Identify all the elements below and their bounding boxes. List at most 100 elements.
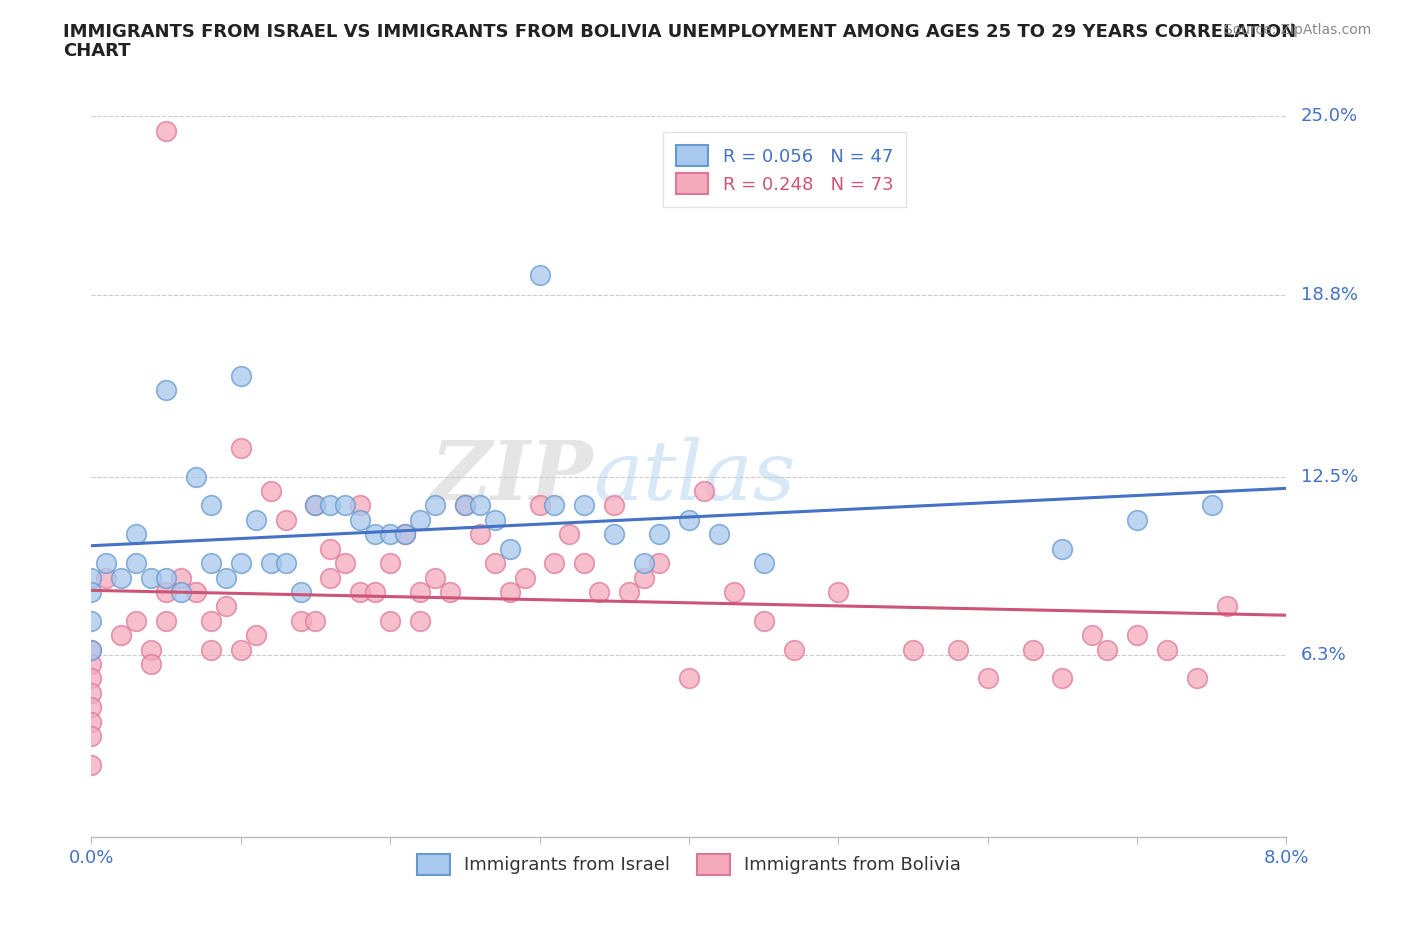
Point — [125, 614, 148, 629]
Point — [155, 614, 177, 629]
Point — [439, 585, 461, 600]
Point — [141, 570, 162, 585]
Point — [80, 614, 103, 629]
Point — [290, 614, 312, 629]
Point — [498, 541, 520, 556]
Point — [1097, 642, 1119, 657]
Point — [394, 526, 416, 541]
Point — [378, 526, 402, 541]
Point — [155, 383, 177, 398]
Point — [648, 526, 671, 541]
Point — [200, 556, 222, 571]
Point — [155, 123, 177, 138]
Point — [484, 512, 506, 527]
Point — [409, 585, 432, 600]
Point — [454, 498, 477, 513]
Text: 12.5%: 12.5% — [1301, 468, 1358, 485]
Point — [782, 642, 804, 657]
Point — [752, 614, 775, 629]
Point — [378, 556, 402, 571]
Point — [170, 585, 193, 600]
Point — [976, 671, 998, 686]
Point — [617, 585, 640, 600]
Legend: Immigrants from Israel, Immigrants from Bolivia: Immigrants from Israel, Immigrants from … — [409, 846, 969, 882]
Point — [155, 585, 177, 600]
Point — [603, 498, 626, 513]
Point — [110, 570, 132, 585]
Text: 18.8%: 18.8% — [1301, 286, 1358, 304]
Point — [529, 498, 551, 513]
Point — [96, 570, 118, 585]
Point — [125, 556, 148, 571]
Point — [1081, 628, 1104, 643]
Point — [349, 512, 371, 527]
Point — [1126, 512, 1149, 527]
Point — [633, 570, 655, 585]
Point — [409, 614, 432, 629]
Point — [723, 585, 745, 600]
Point — [229, 441, 252, 456]
Point — [200, 642, 222, 657]
Point — [80, 585, 103, 600]
Point — [229, 368, 252, 383]
Point — [274, 512, 297, 527]
Point — [319, 541, 342, 556]
Point — [80, 570, 103, 585]
Text: Source: ZipAtlas.com: Source: ZipAtlas.com — [1223, 23, 1371, 37]
Point — [141, 657, 162, 671]
Point — [364, 526, 387, 541]
Point — [349, 498, 371, 513]
Point — [423, 498, 446, 513]
Point — [215, 599, 238, 614]
Point — [574, 556, 596, 571]
Point — [274, 556, 297, 571]
Point — [335, 498, 357, 513]
Point — [245, 512, 267, 527]
Point — [200, 614, 222, 629]
Point — [229, 556, 252, 571]
Point — [245, 628, 267, 643]
Point — [543, 498, 565, 513]
Text: ZIP: ZIP — [430, 436, 593, 517]
Point — [901, 642, 924, 657]
Point — [80, 757, 103, 772]
Point — [707, 526, 730, 541]
Point — [304, 498, 326, 513]
Point — [80, 642, 103, 657]
Text: CHART: CHART — [63, 42, 131, 60]
Point — [80, 685, 103, 700]
Point — [468, 498, 491, 513]
Point — [1052, 671, 1074, 686]
Text: 25.0%: 25.0% — [1301, 107, 1358, 126]
Point — [290, 585, 312, 600]
Point — [1185, 671, 1208, 686]
Point — [409, 512, 432, 527]
Point — [513, 570, 536, 585]
Point — [678, 671, 700, 686]
Point — [110, 628, 132, 643]
Point — [648, 556, 671, 571]
Point — [80, 642, 103, 657]
Point — [259, 556, 281, 571]
Point — [80, 700, 103, 715]
Point — [155, 570, 177, 585]
Point — [574, 498, 596, 513]
Point — [184, 469, 207, 484]
Point — [80, 657, 103, 671]
Point — [378, 614, 402, 629]
Point — [423, 570, 446, 585]
Point — [498, 585, 520, 600]
Point — [1052, 541, 1074, 556]
Point — [529, 268, 551, 283]
Point — [304, 614, 326, 629]
Point — [827, 585, 849, 600]
Point — [1021, 642, 1043, 657]
Point — [1201, 498, 1223, 513]
Point — [141, 642, 162, 657]
Point — [484, 556, 506, 571]
Point — [80, 714, 103, 729]
Point — [304, 498, 326, 513]
Text: atlas: atlas — [593, 436, 796, 517]
Point — [200, 498, 222, 513]
Point — [633, 556, 655, 571]
